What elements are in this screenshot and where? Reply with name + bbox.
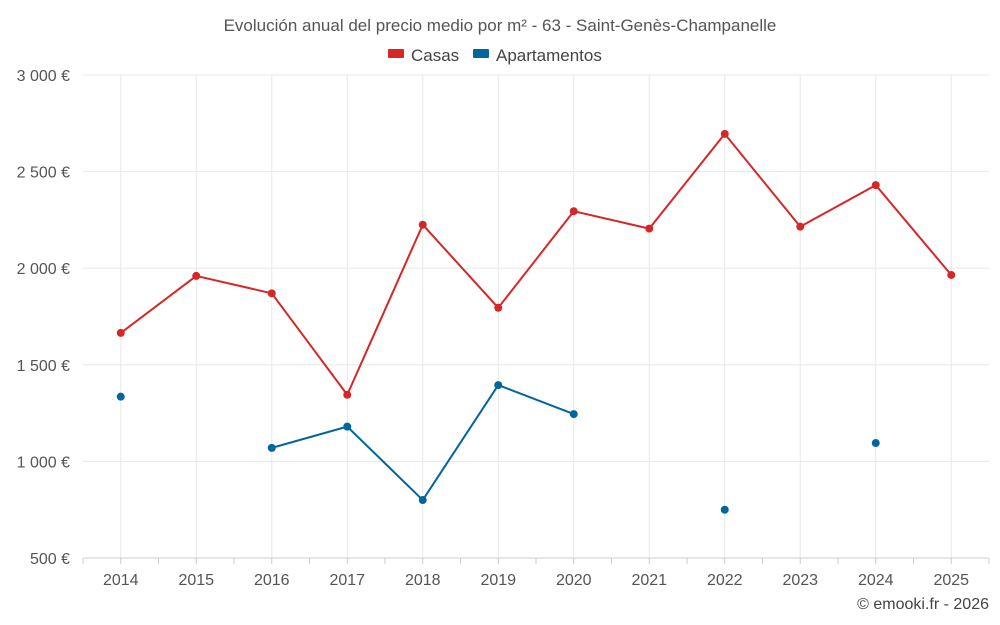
x-tick-label: 2019	[480, 572, 516, 589]
x-tick-label: 2018	[405, 572, 441, 589]
series-line-casas	[120, 132, 953, 396]
x-tick-label: 2017	[329, 572, 365, 589]
legend-label-apartamentos: Apartamentos	[496, 46, 602, 65]
data-point-casas[interactable]	[796, 222, 805, 231]
y-tick-label: 3 000 €	[17, 68, 70, 85]
series	[116, 129, 956, 514]
legend: Casas Apartamentos	[388, 46, 602, 65]
x-tick-label: 2024	[858, 572, 894, 589]
x-tick-label: 2016	[254, 572, 290, 589]
data-point-casas[interactable]	[871, 181, 880, 190]
legend-label-casas: Casas	[411, 46, 459, 65]
x-tick-label: 2015	[178, 572, 214, 589]
x-tick-label: 2020	[556, 572, 592, 589]
legend-swatch-casas	[388, 49, 404, 58]
x-tick-label: 2023	[782, 572, 818, 589]
x-tick-label: 2025	[933, 572, 969, 589]
data-point-apartamentos[interactable]	[494, 381, 503, 390]
data-point-apartamentos[interactable]	[343, 422, 352, 431]
data-point-casas[interactable]	[343, 390, 352, 399]
x-tick-label: 2022	[707, 572, 743, 589]
y-tick-label: 1 000 €	[17, 454, 70, 471]
data-point-casas[interactable]	[192, 271, 201, 280]
data-point-casas[interactable]	[267, 289, 276, 298]
x-tick-label: 2014	[103, 572, 139, 589]
data-point-casas[interactable]	[494, 303, 503, 312]
x-tick-label: 2021	[631, 572, 667, 589]
data-point-casas[interactable]	[569, 207, 578, 216]
data-point-casas[interactable]	[418, 220, 427, 229]
axes: 500 € 1 000 € 1 500 € 2 000 € 2 500 € 3 000 €…	[17, 68, 990, 589]
legend-item-apartamentos[interactable]: Apartamentos	[473, 46, 602, 65]
data-point-apartamentos[interactable]	[720, 505, 729, 514]
data-point-casas[interactable]	[720, 129, 729, 138]
y-tick-label: 2 000 €	[17, 261, 70, 278]
chart-title: Evolución anual del precio medio por m² …	[224, 16, 777, 35]
data-point-casas[interactable]	[947, 270, 956, 279]
data-point-casas[interactable]	[116, 328, 125, 337]
legend-item-casas[interactable]: Casas	[388, 46, 459, 65]
data-point-apartamentos[interactable]	[569, 410, 578, 419]
data-point-casas[interactable]	[645, 224, 654, 233]
y-tick-label: 2 500 €	[17, 165, 70, 182]
y-tick-label: 500 €	[30, 551, 70, 568]
legend-swatch-apartamentos	[473, 49, 489, 58]
y-tick-label: 1 500 €	[17, 358, 70, 375]
grid	[83, 74, 989, 558]
data-point-apartamentos[interactable]	[871, 439, 880, 448]
credit-text: © emooki.fr - 2026	[857, 596, 989, 613]
data-point-apartamentos[interactable]	[267, 443, 276, 452]
data-point-apartamentos[interactable]	[116, 392, 125, 401]
data-point-apartamentos[interactable]	[418, 496, 427, 505]
